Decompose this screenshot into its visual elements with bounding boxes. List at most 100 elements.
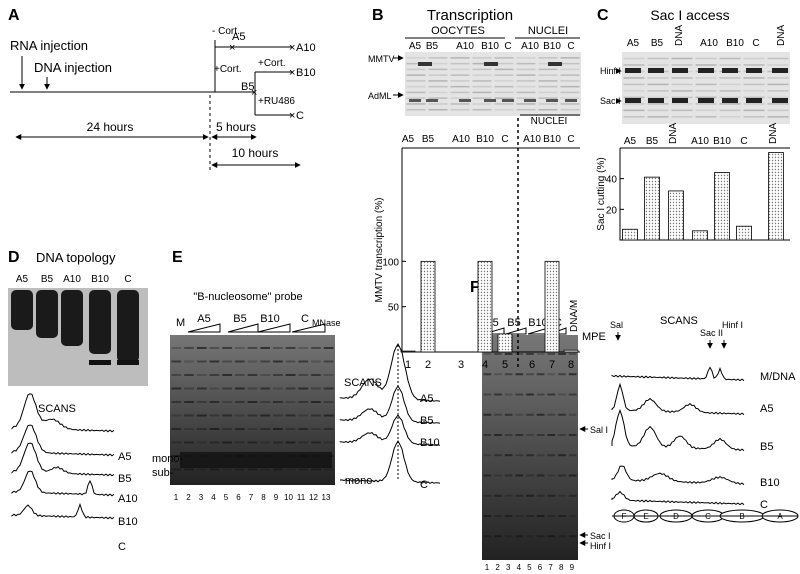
gel-band bbox=[247, 387, 258, 390]
gel-band bbox=[273, 387, 283, 390]
label: Sac I bbox=[590, 531, 611, 541]
gel-band bbox=[472, 57, 492, 59]
gel-band bbox=[568, 413, 577, 416]
gel-band bbox=[472, 62, 492, 65]
x-tick-label: 2 bbox=[425, 359, 431, 371]
gel-band bbox=[222, 441, 232, 444]
gel-band bbox=[494, 62, 514, 65]
gel-band bbox=[743, 83, 765, 86]
gel-band bbox=[494, 57, 514, 59]
gel-band bbox=[222, 387, 232, 390]
gel-band bbox=[406, 97, 426, 99]
label: sub- bbox=[152, 467, 174, 479]
scan-label: A10 bbox=[118, 493, 138, 505]
gel-band bbox=[695, 57, 717, 60]
group-label: B10 bbox=[528, 317, 548, 329]
gel-band bbox=[323, 441, 334, 444]
gel-band bbox=[504, 474, 513, 477]
gel-band bbox=[196, 468, 207, 471]
gel-band bbox=[450, 74, 470, 76]
gel-band bbox=[285, 414, 296, 417]
gel-band bbox=[418, 62, 432, 66]
y-tick-label: 50 bbox=[388, 303, 400, 314]
label: Hinf I bbox=[722, 320, 743, 330]
lane-label: A5 bbox=[627, 38, 640, 49]
gel-band bbox=[494, 353, 502, 355]
gel-band bbox=[623, 83, 645, 86]
x-tick-label: 1 bbox=[405, 359, 411, 371]
gel-band bbox=[623, 57, 645, 60]
gel-band bbox=[648, 98, 664, 103]
lane-label: B10 bbox=[476, 134, 494, 145]
gel-band bbox=[209, 428, 220, 430]
label: A5 bbox=[232, 31, 245, 43]
x-tick-label: A10 bbox=[691, 136, 709, 147]
gel-band bbox=[450, 108, 470, 111]
gel-band bbox=[568, 353, 577, 355]
lane-label: A5 bbox=[409, 41, 422, 52]
gel-band bbox=[536, 413, 545, 416]
gel-band bbox=[746, 98, 762, 103]
gel-band bbox=[698, 68, 714, 73]
lane-label: B10 bbox=[543, 134, 561, 145]
gel-band bbox=[560, 74, 580, 76]
panel-letter: E bbox=[172, 249, 183, 266]
gel-band bbox=[247, 347, 258, 349]
lane-number: 2 bbox=[186, 493, 191, 502]
lane-number: 7 bbox=[548, 563, 553, 572]
gel-band bbox=[285, 347, 296, 349]
gel-band bbox=[743, 77, 765, 79]
gel-band bbox=[428, 103, 448, 105]
gel-band bbox=[516, 80, 536, 82]
gel-band bbox=[547, 474, 556, 477]
label: Sac II bbox=[700, 328, 723, 338]
gel-band bbox=[171, 414, 182, 417]
gel-band bbox=[285, 468, 296, 471]
scan-label: B10 bbox=[118, 516, 138, 528]
gel-band bbox=[515, 393, 524, 396]
group-label: B10 bbox=[260, 313, 280, 325]
gel-band bbox=[260, 360, 271, 363]
gel-band bbox=[671, 57, 693, 60]
x-mark: × bbox=[229, 42, 235, 54]
gel-band bbox=[648, 68, 664, 73]
y-tick-label: 40 bbox=[606, 175, 618, 186]
gel-band bbox=[547, 434, 556, 436]
x-mark: × bbox=[251, 87, 257, 99]
y-axis-label: Sac I cutting (%) bbox=[596, 157, 607, 230]
triangle bbox=[257, 323, 291, 333]
gel-band bbox=[504, 434, 513, 436]
label: AdML bbox=[368, 91, 392, 101]
label: DNA injection bbox=[34, 60, 112, 75]
gel-band bbox=[560, 97, 580, 99]
gel-band bbox=[767, 96, 789, 99]
gel-band bbox=[536, 515, 545, 517]
gel-band bbox=[406, 108, 426, 111]
lane-label: A10 bbox=[63, 274, 81, 285]
label: SCANS bbox=[344, 377, 382, 389]
gel-band bbox=[526, 434, 534, 436]
lane-number: 6 bbox=[236, 493, 241, 502]
gel-band bbox=[623, 77, 645, 79]
label: DNA topology bbox=[36, 250, 116, 265]
gel-band bbox=[171, 401, 182, 403]
gel-band bbox=[504, 515, 513, 517]
gel-band bbox=[450, 80, 470, 82]
scan-trace bbox=[611, 382, 745, 416]
gel-band bbox=[171, 468, 182, 471]
scan-trace bbox=[11, 470, 115, 497]
gel-band bbox=[428, 74, 448, 76]
label: MPE bbox=[582, 331, 606, 343]
gel-band bbox=[515, 454, 524, 457]
gel-band bbox=[515, 434, 524, 436]
lane-label: B10 bbox=[91, 274, 109, 285]
gel-band bbox=[196, 401, 207, 403]
label: MNase bbox=[312, 318, 341, 328]
gel-band bbox=[719, 90, 741, 92]
x-tick-label: DNA bbox=[768, 123, 779, 144]
y-tick-label: 20 bbox=[606, 205, 618, 216]
gel-band bbox=[568, 454, 577, 457]
gel-band bbox=[209, 401, 220, 403]
gel-band bbox=[536, 494, 545, 497]
scan-label: C bbox=[420, 479, 428, 491]
